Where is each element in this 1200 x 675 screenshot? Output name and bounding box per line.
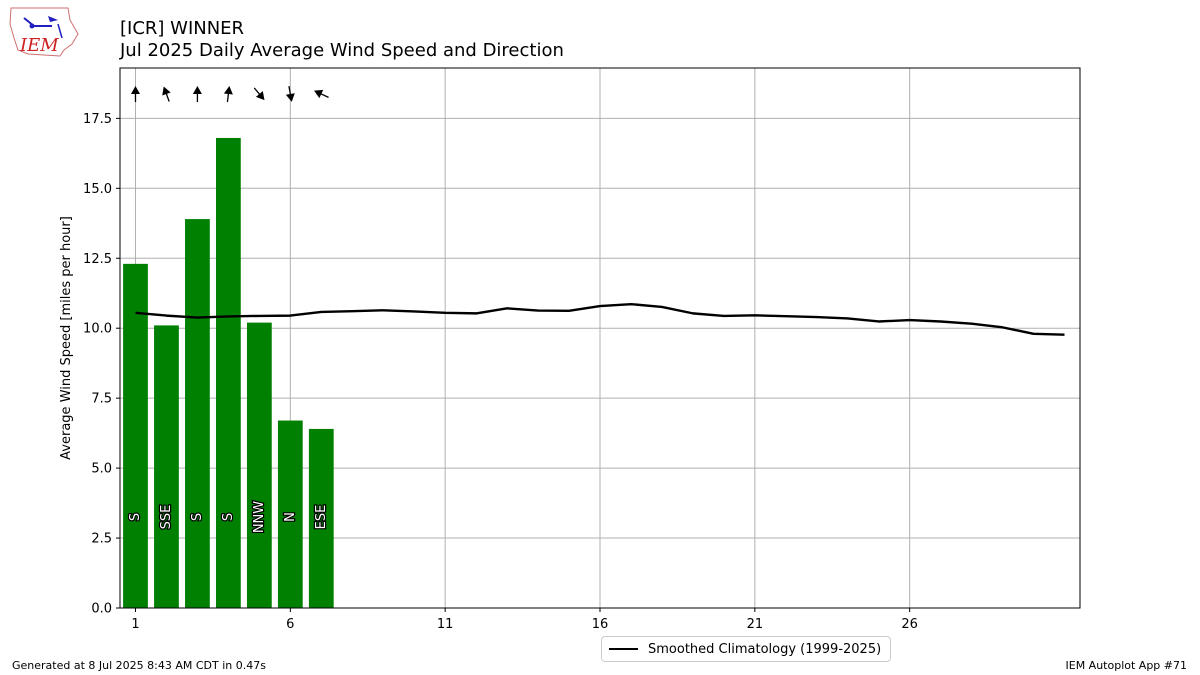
climatology-line bbox=[135, 302, 1065, 336]
logo-text: IEM bbox=[19, 35, 59, 56]
direction-label: S bbox=[128, 513, 143, 521]
iem-logo: IEM bbox=[9, 7, 79, 57]
wind-direction-arrow bbox=[162, 86, 171, 102]
wind-direction-arrow bbox=[130, 86, 140, 102]
y-tick-label: 5.0 bbox=[91, 462, 112, 477]
chart-title: [ICR] WINNER Jul 2025 Daily Average Wind… bbox=[120, 18, 564, 62]
wind-speed-bar bbox=[277, 420, 303, 608]
x-tick-label: 26 bbox=[901, 617, 918, 632]
y-tick-label: 17.5 bbox=[83, 112, 112, 127]
x-tick-label: 6 bbox=[286, 617, 294, 632]
legend: Smoothed Climatology (1999-2025) bbox=[601, 636, 892, 662]
title-description: Jul 2025 Daily Average Wind Speed and Di… bbox=[120, 40, 564, 61]
x-tick-label: 1 bbox=[131, 617, 139, 632]
y-tick-label: 2.5 bbox=[91, 532, 112, 547]
direction-label: SSE bbox=[159, 505, 174, 530]
wind-speed-bar bbox=[246, 322, 272, 608]
wind-speed-bar bbox=[154, 325, 179, 608]
wind-speed-bar bbox=[308, 428, 334, 608]
legend-line-swatch bbox=[609, 647, 638, 651]
direction-label: S bbox=[221, 513, 236, 521]
direction-label: NNW bbox=[252, 501, 267, 533]
legend-climo-label: Smoothed Climatology (1999-2025) bbox=[648, 641, 882, 657]
app-credit: IEM Autoplot App #71 bbox=[1065, 659, 1188, 672]
x-tick-label: 21 bbox=[747, 617, 764, 632]
wind-speed-bar bbox=[216, 137, 241, 608]
wind-direction-arrow bbox=[223, 86, 233, 103]
y-tick-label: 15.0 bbox=[83, 182, 112, 197]
wind-direction-arrow bbox=[314, 89, 329, 99]
x-tick-label: 11 bbox=[437, 617, 454, 632]
y-tick-label: 7.5 bbox=[91, 392, 112, 407]
direction-label: S bbox=[190, 513, 205, 521]
y-tick-label: 12.5 bbox=[83, 252, 112, 267]
wind-direction-arrow bbox=[192, 86, 202, 102]
y-tick-label: 0.0 bbox=[91, 602, 112, 617]
wind-speed-bar bbox=[185, 219, 210, 609]
wind-direction-arrow bbox=[253, 87, 265, 101]
y-axis-label: Average Wind Speed [miles per hour] bbox=[59, 216, 74, 460]
title-station: [ICR] WINNER bbox=[120, 18, 245, 39]
generated-timestamp: Generated at 8 Jul 2025 8:43 AM CDT in 0… bbox=[12, 659, 266, 672]
direction-label: ESE bbox=[314, 505, 329, 530]
wind-speed-bar bbox=[123, 263, 148, 608]
x-tick-label: 16 bbox=[592, 617, 609, 632]
y-tick-label: 10.0 bbox=[83, 322, 112, 337]
direction-label: N bbox=[283, 512, 298, 522]
wind-direction-arrow bbox=[285, 86, 295, 102]
